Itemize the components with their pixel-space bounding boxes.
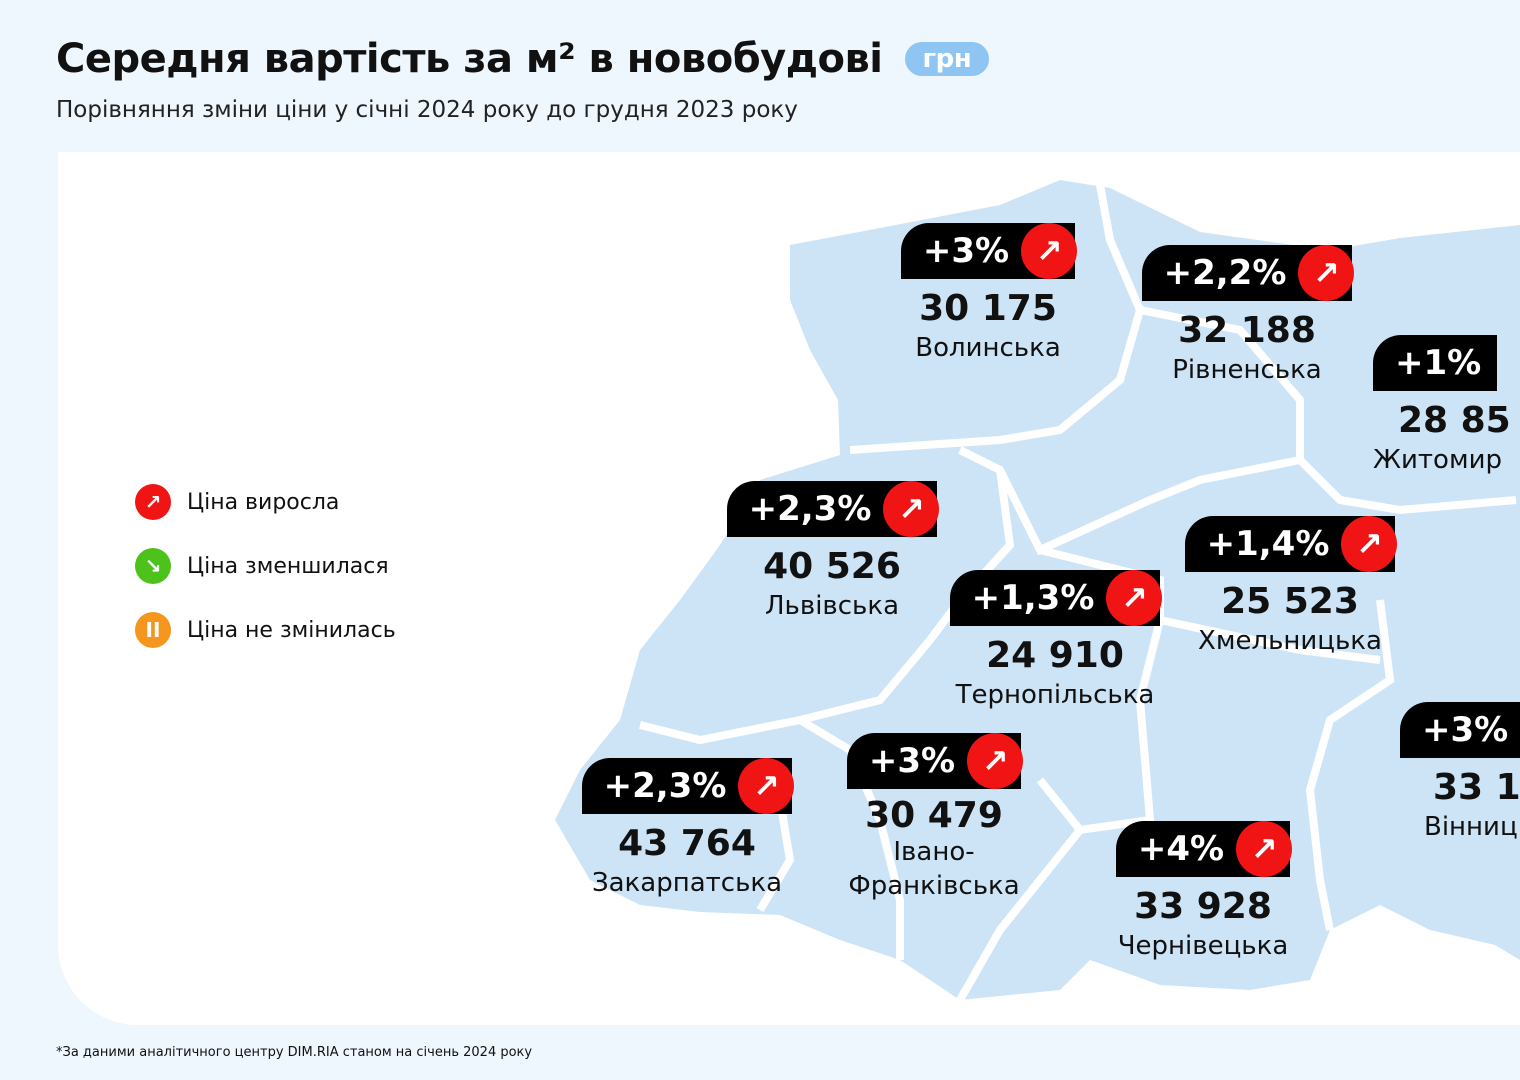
price-value: 40 526: [763, 546, 901, 587]
change-percent: +3%: [868, 741, 956, 781]
region-label: +4% ↗ 33 928 Чернівецька: [1063, 821, 1343, 963]
region-name: Закарпатська: [591, 868, 783, 898]
change-badge: +2,3% ↗: [581, 758, 795, 814]
change-badge: +3% ↗: [846, 733, 1024, 789]
price-value: 32 188: [1178, 310, 1316, 351]
change-badge: +3%: [1400, 702, 1520, 758]
region-label: +3% ↗ 30 175 Волинська: [848, 223, 1128, 365]
region-name-wrap: Житомир: [1373, 443, 1520, 477]
price-value: 30 479: [865, 795, 1003, 836]
arrow-down-right-icon: ↘: [135, 548, 171, 584]
region-name: Волинська: [915, 333, 1061, 363]
region-name: Рівненська: [1172, 355, 1322, 385]
region-name: Хмельницька: [1198, 626, 1382, 656]
legend-label: Ціна не змінилась: [187, 617, 396, 643]
region-name: Вінниц: [1424, 812, 1518, 842]
region-name: Львівська: [765, 591, 899, 621]
region-name-wrap: Тернопільська: [915, 678, 1195, 712]
change-percent: +4%: [1137, 829, 1225, 869]
change-percent: +3%: [1422, 710, 1509, 750]
arrow-up-right-icon: ↗: [738, 758, 795, 814]
change-badge: +3% ↗: [900, 223, 1078, 279]
footnote: *За даними аналітичного центру DIM.RIA с…: [56, 1045, 533, 1060]
region-name-wrap: Рівненська: [1107, 353, 1387, 387]
legend-label: Ціна зменшилася: [187, 553, 389, 579]
region-label: +1,4% ↗ 25 523 Хмельницька: [1150, 516, 1430, 658]
change-badge: +1,3% ↗: [949, 570, 1163, 626]
arrow-up-right-icon: ↗: [967, 733, 1024, 789]
region-name-wrap: Волинська: [848, 331, 1128, 365]
price-value: 28 85: [1398, 400, 1511, 441]
unit-badge: грн: [904, 42, 990, 76]
change-percent: +2,3%: [748, 489, 872, 529]
region-name-wrap: Львівська: [692, 589, 972, 623]
change-percent: +3%: [922, 231, 1010, 271]
change-percent: +1,4%: [1206, 524, 1330, 564]
region-name-wrap: Івано- Франківська: [794, 835, 1074, 903]
change-badge: +1%: [1373, 335, 1498, 391]
region-label: +2,3% ↗ 40 526 Львівська: [692, 481, 972, 623]
change-percent: +2,3%: [603, 766, 727, 806]
arrow-up-right-icon: ↗: [1298, 245, 1355, 301]
region-name-wrap: Закарпатська: [547, 866, 827, 900]
price-value: 25 523: [1221, 581, 1359, 622]
arrow-up-right-icon: ↗: [135, 484, 171, 520]
legend-item-down: ↘ Ціна зменшилася: [135, 534, 396, 598]
region-label: +3% ↗ 30 479 Івано- Франківська: [794, 733, 1074, 903]
price-value: 33 928: [1134, 886, 1272, 927]
region-name: Тернопільська: [955, 680, 1155, 710]
price-value: 43 764: [618, 823, 756, 864]
title-text: Середня вартість за м² в новобудові: [56, 36, 883, 82]
arrow-up-right-icon: ↗: [1106, 570, 1163, 626]
arrow-up-right-icon: ↗: [1021, 223, 1078, 279]
legend-item-same: II Ціна не змінилась: [135, 598, 396, 662]
region-name: Чернівецька: [1117, 931, 1289, 961]
region-name: Івано- Франківська: [794, 835, 1074, 903]
price-value: 24 910: [986, 635, 1124, 676]
change-badge: +4% ↗: [1115, 821, 1293, 877]
region-name: Житомир: [1373, 445, 1502, 475]
region-name-wrap: Чернівецька: [1063, 929, 1343, 963]
region-label: +1,3% ↗ 24 910 Тернопільська: [915, 570, 1195, 712]
pause-icon: II: [135, 612, 171, 648]
arrow-up-right-icon: ↗: [1341, 516, 1398, 572]
change-percent: +2,2%: [1163, 253, 1287, 293]
arrow-up-right-icon: ↗: [1236, 821, 1293, 877]
change-percent: +1,3%: [971, 578, 1095, 618]
region-label: +2,2% ↗ 32 188 Рівненська: [1107, 245, 1387, 387]
region-label: +2,3% ↗ 43 764 Закарпатська: [547, 758, 827, 900]
price-value: 33 1: [1433, 767, 1520, 808]
legend-label: Ціна виросла: [187, 489, 340, 515]
legend: ↗ Ціна виросла ↘ Ціна зменшилася II Ціна не…: [135, 470, 396, 662]
change-percent: +1%: [1395, 343, 1482, 383]
region-name-wrap: Хмельницька: [1150, 624, 1430, 658]
change-badge: +1,4% ↗: [1184, 516, 1398, 572]
change-badge: +2,2% ↗: [1141, 245, 1355, 301]
page-title: Середня вартість за м² в новобудові грн: [56, 36, 990, 82]
region-name-wrap: Вінниц: [1400, 810, 1520, 844]
region-label: +1% 28 85 Житомир: [1373, 335, 1520, 477]
price-value: 30 175: [919, 288, 1057, 329]
region-name-line: Франківська: [848, 871, 1020, 901]
region-borders: [639, 184, 1517, 1002]
change-badge: +2,3% ↗: [726, 481, 940, 537]
region-label: +3% 33 1 Вінниц: [1400, 702, 1520, 844]
subtitle: Порівняння зміни ціни у січні 2024 року …: [56, 97, 798, 123]
legend-item-up: ↗ Ціна виросла: [135, 470, 396, 534]
arrow-up-right-icon: ↗: [883, 481, 940, 537]
region-name-line: Івано-: [893, 837, 975, 867]
